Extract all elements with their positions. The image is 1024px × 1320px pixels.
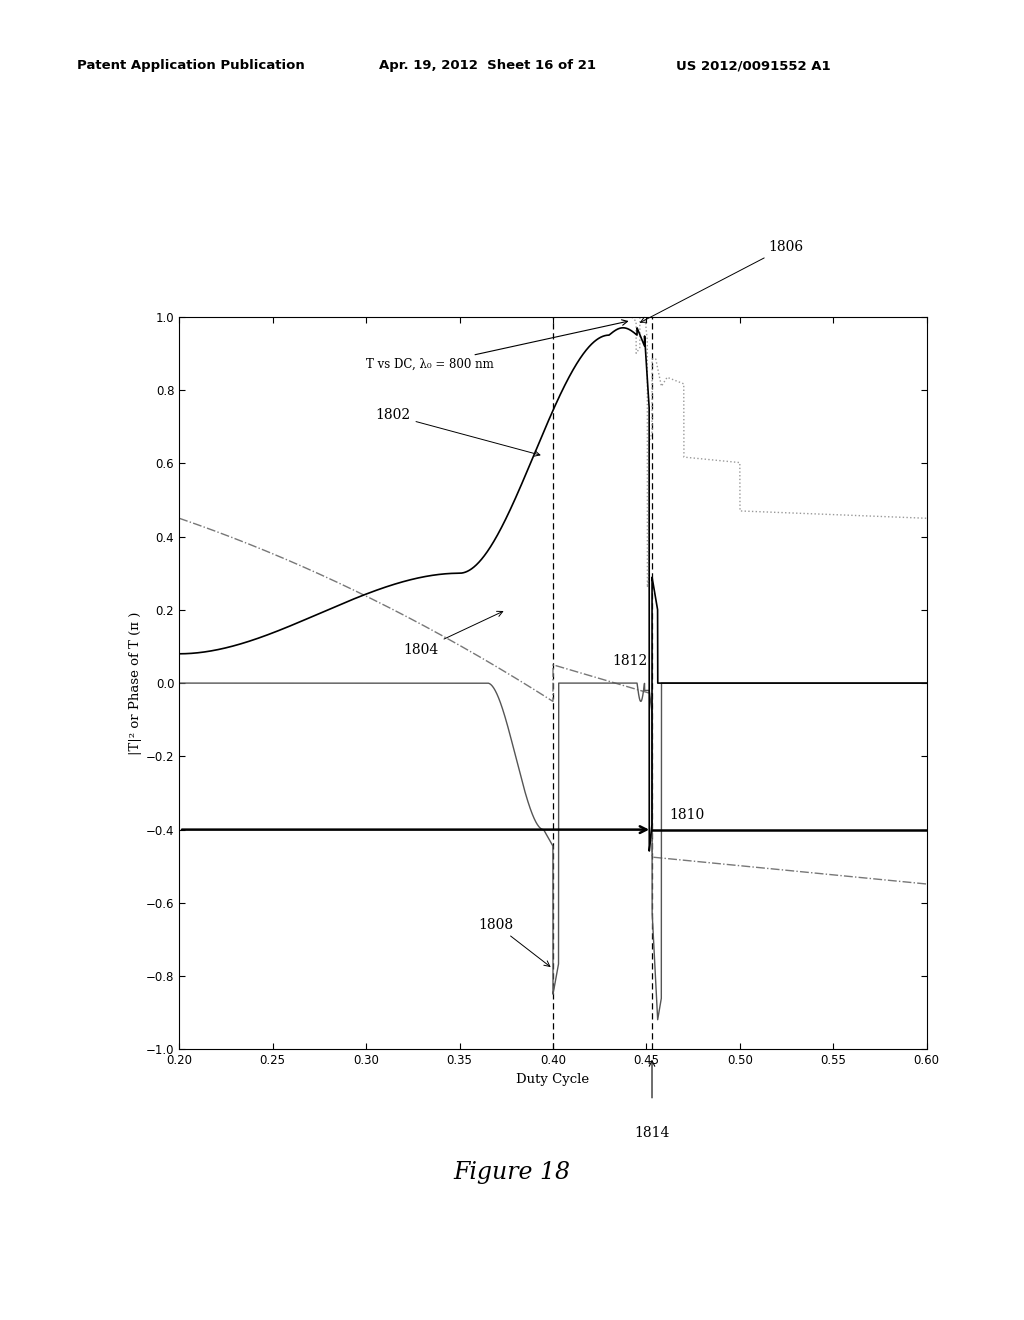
Text: 1812: 1812 bbox=[612, 653, 648, 668]
Text: Apr. 19, 2012  Sheet 16 of 21: Apr. 19, 2012 Sheet 16 of 21 bbox=[379, 59, 596, 73]
Text: 1814: 1814 bbox=[634, 1126, 670, 1140]
Text: US 2012/0091552 A1: US 2012/0091552 A1 bbox=[676, 59, 830, 73]
Text: 1804: 1804 bbox=[403, 611, 503, 657]
X-axis label: Duty Cycle: Duty Cycle bbox=[516, 1073, 590, 1086]
Text: 1806: 1806 bbox=[640, 240, 803, 322]
Text: Patent Application Publication: Patent Application Publication bbox=[77, 59, 304, 73]
Text: T vs DC, λ₀ = 800 nm: T vs DC, λ₀ = 800 nm bbox=[367, 319, 628, 371]
Text: 1802: 1802 bbox=[376, 408, 540, 457]
Y-axis label: |T|² or Phase of T (π ): |T|² or Phase of T (π ) bbox=[129, 611, 141, 755]
Text: 1808: 1808 bbox=[478, 917, 550, 966]
Text: 1810: 1810 bbox=[669, 808, 705, 822]
Text: Figure 18: Figure 18 bbox=[454, 1160, 570, 1184]
